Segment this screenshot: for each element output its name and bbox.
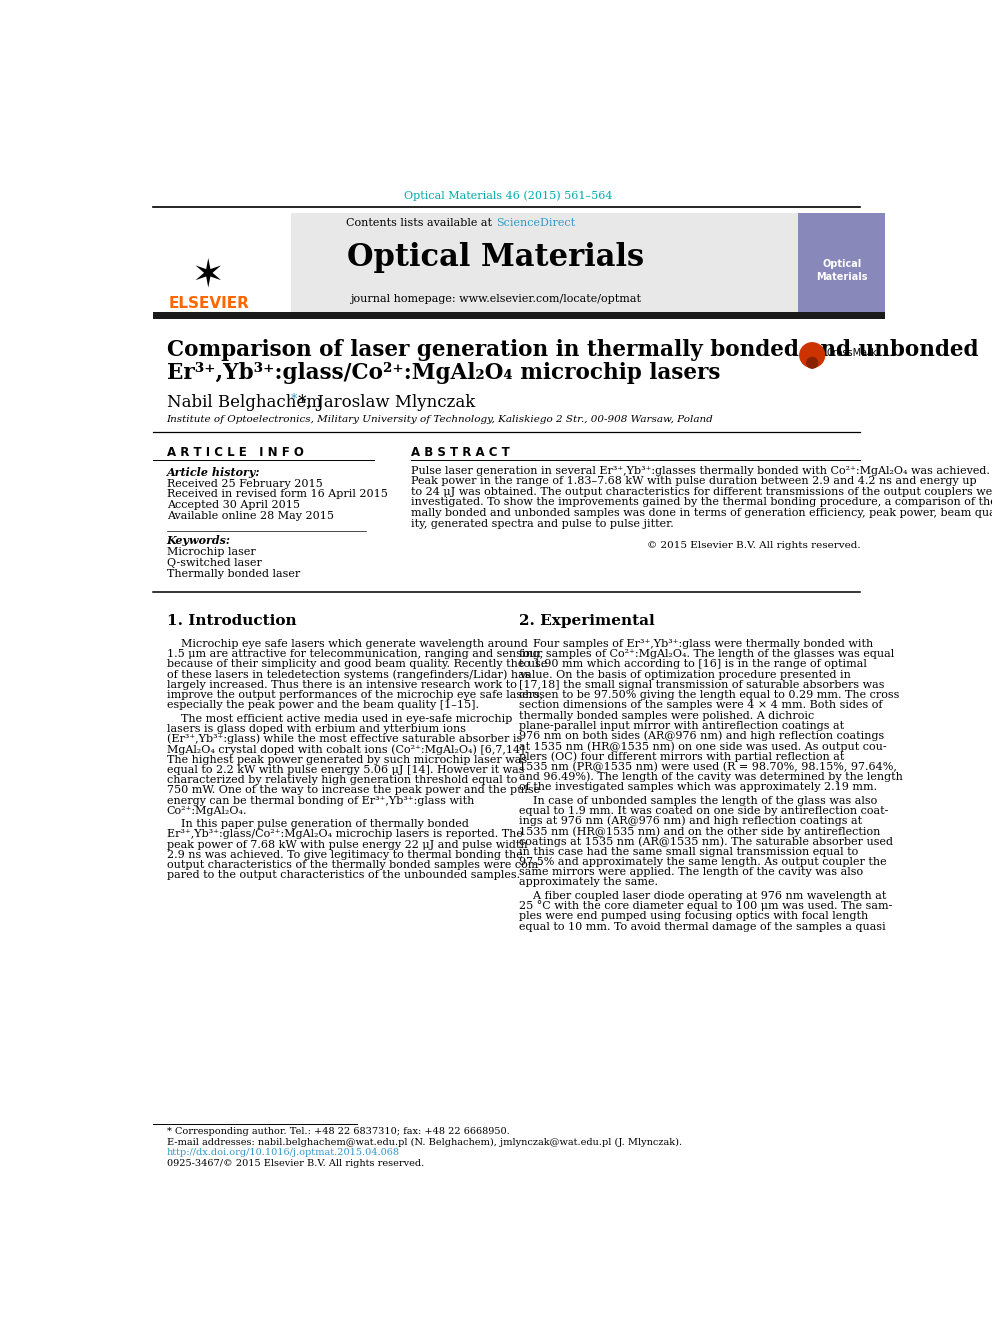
Text: section dimensions of the samples were 4 × 4 mm. Both sides of: section dimensions of the samples were 4…: [519, 700, 883, 710]
Text: Optical Materials 46 (2015) 561–564: Optical Materials 46 (2015) 561–564: [404, 191, 613, 201]
Text: of these lasers in teledetection systems (rangefinders/Lidar) has: of these lasers in teledetection systems…: [167, 669, 530, 680]
Text: 1.5 μm are attractive for telecommunication, ranging and sensing,: 1.5 μm are attractive for telecommunicat…: [167, 650, 543, 659]
Text: Er³⁺,Yb³⁺:glass/Co²⁺:MgAl₂O₄ microchip lasers is reported. The: Er³⁺,Yb³⁺:glass/Co²⁺:MgAl₂O₄ microchip l…: [167, 830, 523, 839]
Text: output characteristics of the thermally bonded samples were com-: output characteristics of the thermally …: [167, 860, 542, 871]
Text: equal to 1.9 mm. It was coated on one side by antireflection coat-: equal to 1.9 mm. It was coated on one si…: [519, 806, 889, 816]
Text: A R T I C L E   I N F O: A R T I C L E I N F O: [167, 446, 304, 459]
Text: © 2015 Elsevier B.V. All rights reserved.: © 2015 Elsevier B.V. All rights reserved…: [647, 541, 860, 550]
Text: 1535 nm (HR@1535 nm) and on the other side by antireflection: 1535 nm (HR@1535 nm) and on the other si…: [519, 826, 881, 836]
Text: Er³⁺,Yb³⁺:glass/Co²⁺:MgAl₂O₄ microchip lasers: Er³⁺,Yb³⁺:glass/Co²⁺:MgAl₂O₄ microchip l…: [167, 361, 720, 384]
Text: ELSEVIER: ELSEVIER: [169, 296, 250, 311]
Text: pared to the output characteristics of the unbounded samples.: pared to the output characteristics of t…: [167, 871, 520, 880]
Text: plane-parallel input mirror with antireflection coatings at: plane-parallel input mirror with antiref…: [519, 721, 844, 730]
Text: approximately the same.: approximately the same.: [519, 877, 659, 888]
Text: Peak power in the range of 1.83–7.68 kW with pulse duration between 2.9 and 4.2 : Peak power in the range of 1.83–7.68 kW …: [411, 476, 976, 487]
Text: 0925-3467/© 2015 Elsevier B.V. All rights reserved.: 0925-3467/© 2015 Elsevier B.V. All right…: [167, 1159, 424, 1168]
Text: [17,18] the small signal transmission of saturable absorbers was: [17,18] the small signal transmission of…: [519, 680, 885, 689]
Text: The most efficient active media used in eye-safe microchip: The most efficient active media used in …: [167, 713, 512, 724]
Text: lasers is glass doped with erbium and ytterbium ions: lasers is glass doped with erbium and yt…: [167, 724, 465, 734]
Text: Received in revised form 16 April 2015: Received in revised form 16 April 2015: [167, 490, 388, 500]
Text: value. On the basis of optimization procedure presented in: value. On the basis of optimization proc…: [519, 669, 851, 680]
Text: especially the peak power and the beam quality [1–15].: especially the peak power and the beam q…: [167, 700, 478, 710]
Text: Received 25 February 2015: Received 25 February 2015: [167, 479, 322, 488]
Text: same mirrors were applied. The length of the cavity was also: same mirrors were applied. The length of…: [519, 868, 863, 877]
Text: to 1.90 mm which according to [16] is in the range of optimal: to 1.90 mm which according to [16] is in…: [519, 659, 867, 669]
Text: because of their simplicity and good beam quality. Recently the use: because of their simplicity and good bea…: [167, 659, 547, 669]
Text: *: *: [291, 393, 297, 406]
Text: at 1535 nm (HR@1535 nm) on one side was used. As output cou-: at 1535 nm (HR@1535 nm) on one side was …: [519, 741, 887, 751]
Text: and 96.49%). The length of the cavity was determined by the length: and 96.49%). The length of the cavity wa…: [519, 771, 903, 782]
Text: 97.5% and approximately the same length. As output coupler the: 97.5% and approximately the same length.…: [519, 857, 887, 867]
Text: Optical Materials: Optical Materials: [347, 242, 645, 273]
Text: ples were end pumped using focusing optics with focal length: ples were end pumped using focusing opti…: [519, 912, 869, 921]
Text: thermally bonded samples were polished. A dichroic: thermally bonded samples were polished. …: [519, 710, 814, 721]
Text: plers (OC) four different mirrors with partial reflection at: plers (OC) four different mirrors with p…: [519, 751, 844, 762]
Text: ings at 976 nm (AR@976 nm) and high reflection coatings at: ings at 976 nm (AR@976 nm) and high refl…: [519, 816, 862, 827]
Text: Microchip eye safe lasers which generate wavelength around: Microchip eye safe lasers which generate…: [167, 639, 528, 648]
Text: ScienceDirect: ScienceDirect: [496, 218, 575, 228]
Text: largely increased. Thus there is an intensive research work to: largely increased. Thus there is an inte…: [167, 680, 517, 689]
Text: Available online 28 May 2015: Available online 28 May 2015: [167, 511, 333, 521]
Text: Pulse laser generation in several Er³⁺,Yb³⁺:glasses thermally bonded with Co²⁺:M: Pulse laser generation in several Er³⁺,Y…: [411, 466, 990, 475]
Text: 1535 nm (PR@1535 nm) were used (R = 98.70%, 98.15%, 97.64%,: 1535 nm (PR@1535 nm) were used (R = 98.7…: [519, 762, 897, 771]
Text: equal to 10 mm. To avoid thermal damage of the samples a quasi: equal to 10 mm. To avoid thermal damage …: [519, 922, 886, 931]
Text: mally bonded and unbonded samples was done in terms of generation efficiency, pe: mally bonded and unbonded samples was do…: [411, 508, 992, 519]
Text: 2.9 ns was achieved. To give legitimacy to thermal bonding the: 2.9 ns was achieved. To give legitimacy …: [167, 849, 523, 860]
Text: Contents lists available at: Contents lists available at: [346, 218, 496, 228]
Text: ✶: ✶: [191, 258, 224, 295]
Text: Q-switched laser: Q-switched laser: [167, 558, 262, 568]
Text: 976 nm on both sides (AR@976 nm) and high reflection coatings: 976 nm on both sides (AR@976 nm) and hig…: [519, 730, 885, 741]
Text: Optical
Materials: Optical Materials: [815, 259, 867, 282]
Circle shape: [800, 343, 824, 368]
Text: http://dx.doi.org/10.1016/j.optmat.2015.04.068: http://dx.doi.org/10.1016/j.optmat.2015.…: [167, 1148, 400, 1158]
Text: CrossMark: CrossMark: [827, 348, 878, 357]
Text: *, Jaroslaw Mlynczak: *, Jaroslaw Mlynczak: [293, 393, 475, 410]
Text: investigated. To show the improvements gained by the thermal bonding procedure, : investigated. To show the improvements g…: [411, 497, 992, 508]
Text: in this case had the same small signal transmission equal to: in this case had the same small signal t…: [519, 847, 858, 857]
Text: Microchip laser: Microchip laser: [167, 548, 255, 557]
Bar: [799, 213, 885, 312]
Text: Institute of Optoelectronics, Military University of Technology, Kaliskiego 2 St: Institute of Optoelectronics, Military U…: [167, 414, 713, 423]
Text: MgAl₂O₄ crystal doped with cobalt ions (Co²⁺:MgAl₂O₄) [6,7,14].: MgAl₂O₄ crystal doped with cobalt ions (…: [167, 744, 528, 754]
Text: Nabil Belghachem: Nabil Belghachem: [167, 393, 321, 410]
Text: peak power of 7.68 kW with pulse energy 22 μJ and pulse width: peak power of 7.68 kW with pulse energy …: [167, 840, 528, 849]
Bar: [154, 213, 292, 312]
Text: In case of unbonded samples the length of the glass was also: In case of unbonded samples the length o…: [519, 795, 878, 806]
Text: characterized by relatively high generation threshold equal to: characterized by relatively high generat…: [167, 775, 517, 785]
Text: Keywords:: Keywords:: [167, 536, 230, 546]
Text: 2. Experimental: 2. Experimental: [519, 614, 655, 627]
Text: * Corresponding author. Tel.: +48 22 6837310; fax: +48 22 6668950.: * Corresponding author. Tel.: +48 22 683…: [167, 1127, 509, 1135]
Bar: [154, 312, 885, 319]
Text: equal to 2.2 kW with pulse energy 5.06 μJ [14]. However it was: equal to 2.2 kW with pulse energy 5.06 μ…: [167, 765, 524, 775]
Text: 1. Introduction: 1. Introduction: [167, 614, 297, 627]
Text: journal homepage: www.elsevier.com/locate/optmat: journal homepage: www.elsevier.com/locat…: [350, 294, 642, 304]
Text: Co²⁺:MgAl₂O₄.: Co²⁺:MgAl₂O₄.: [167, 806, 247, 816]
Text: In this paper pulse generation of thermally bonded: In this paper pulse generation of therma…: [167, 819, 468, 830]
Text: coatings at 1535 nm (AR@1535 nm). The saturable absorber used: coatings at 1535 nm (AR@1535 nm). The sa…: [519, 836, 893, 847]
Text: E-mail addresses: nabil.belghachem@wat.edu.pl (N. Belghachem), jmlynczak@wat.edu: E-mail addresses: nabil.belghachem@wat.e…: [167, 1138, 682, 1147]
Text: four samples of Co²⁺:MgAl₂O₄. The length of the glasses was equal: four samples of Co²⁺:MgAl₂O₄. The length…: [519, 650, 895, 659]
Text: Accepted 30 April 2015: Accepted 30 April 2015: [167, 500, 300, 511]
Text: Comparison of laser generation in thermally bonded and unbonded: Comparison of laser generation in therma…: [167, 339, 978, 361]
Text: Article history:: Article history:: [167, 467, 260, 479]
Text: ity, generated spectra and pulse to pulse jitter.: ity, generated spectra and pulse to puls…: [411, 519, 674, 529]
Text: The highest peak power generated by such microchip laser was: The highest peak power generated by such…: [167, 754, 527, 765]
Text: (Er³⁺,Yb³⁺:glass) while the most effective saturable absorber is: (Er³⁺,Yb³⁺:glass) while the most effecti…: [167, 734, 522, 745]
Text: chosen to be 97.50% giving the length equal to 0.29 mm. The cross: chosen to be 97.50% giving the length eq…: [519, 691, 900, 700]
Text: energy can be thermal bonding of Er³⁺,Yb³⁺:glass with: energy can be thermal bonding of Er³⁺,Yb…: [167, 795, 474, 806]
Text: A B S T R A C T: A B S T R A C T: [411, 446, 510, 459]
Circle shape: [806, 357, 817, 368]
Bar: [154, 213, 799, 312]
Text: 750 mW. One of the way to increase the peak power and the pulse: 750 mW. One of the way to increase the p…: [167, 786, 540, 795]
Text: Thermally bonded laser: Thermally bonded laser: [167, 569, 300, 578]
Text: improve the output performances of the microchip eye safe lasers,: improve the output performances of the m…: [167, 691, 543, 700]
Text: A fiber coupled laser diode operating at 976 nm wavelength at: A fiber coupled laser diode operating at…: [519, 890, 887, 901]
Text: 25 °C with the core diameter equal to 100 μm was used. The sam-: 25 °C with the core diameter equal to 10…: [519, 901, 893, 912]
Text: to 24 μJ was obtained. The output characteristics for different transmissions of: to 24 μJ was obtained. The output charac…: [411, 487, 992, 497]
Text: Four samples of Er³⁺,Yb³⁺:glass were thermally bonded with: Four samples of Er³⁺,Yb³⁺:glass were the…: [519, 639, 874, 648]
Text: of the investigated samples which was approximately 2.19 mm.: of the investigated samples which was ap…: [519, 782, 877, 792]
